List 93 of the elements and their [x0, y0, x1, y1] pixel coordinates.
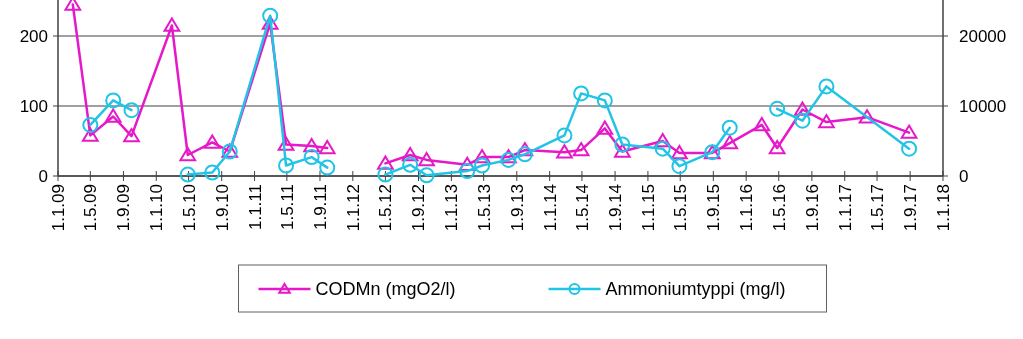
point — [179, 147, 197, 162]
x-tick-label: 1.1.12 — [343, 184, 363, 232]
point — [473, 149, 491, 164]
point — [818, 114, 835, 129]
point — [768, 140, 786, 155]
x-tick-label: 1.9.11 — [310, 184, 330, 231]
legend-label: Ammoniumtyppi (mg/l) — [605, 279, 786, 300]
x-tick-label: 1.5.11 — [277, 184, 297, 231]
point — [123, 128, 140, 143]
point — [500, 149, 517, 164]
point — [753, 116, 771, 132]
y-tick-label: 100 — [19, 96, 48, 116]
point — [556, 127, 573, 144]
point — [377, 155, 394, 170]
point — [319, 159, 336, 176]
x-tick-label: 1.5.10 — [179, 184, 199, 232]
point — [104, 108, 122, 123]
point — [516, 146, 533, 163]
point — [572, 142, 590, 157]
point — [900, 124, 918, 139]
x-tick-label: 1.1.17 — [835, 184, 855, 232]
point — [204, 164, 221, 181]
point — [303, 149, 320, 166]
legend-label: CODMn (mgO2/l) — [315, 279, 456, 300]
point — [203, 134, 221, 149]
point — [418, 151, 435, 167]
x-tick-label: 1.9.14 — [606, 184, 626, 232]
x-tick-label: 1.9.09 — [114, 184, 134, 232]
point — [614, 136, 631, 153]
x-tick-label: 1.9.15 — [704, 184, 724, 232]
point — [613, 143, 631, 158]
point — [459, 163, 476, 180]
x-tick-label: 1.5.12 — [376, 184, 396, 232]
point — [794, 101, 811, 116]
point — [721, 135, 739, 150]
x-tick-label: 1.5.16 — [769, 184, 789, 232]
point — [596, 120, 614, 135]
y2-tick-label: 0 — [959, 166, 969, 186]
x-tick-label: 1.1.11 — [245, 184, 265, 231]
point — [901, 140, 918, 157]
point — [418, 167, 435, 184]
point — [794, 112, 811, 129]
point — [123, 102, 140, 119]
point — [105, 92, 122, 109]
x-tick-label: 1.1.10 — [147, 184, 167, 232]
x-tick-label: 1.5.13 — [474, 184, 494, 232]
point — [163, 17, 181, 32]
y-tick-label: 200 — [19, 26, 48, 46]
x-tick-label: 1.5.15 — [671, 184, 691, 232]
point — [318, 140, 336, 155]
point — [516, 142, 534, 157]
point — [573, 85, 590, 102]
x-tick-label: 1.1.14 — [540, 184, 560, 232]
x-tick-label: 1.9.10 — [212, 184, 232, 232]
point — [474, 157, 491, 174]
point — [654, 133, 672, 148]
point — [458, 156, 476, 172]
point — [818, 78, 835, 95]
point — [377, 166, 394, 183]
x-tick-label: 1.5.09 — [81, 184, 101, 232]
x-tick-label: 1.1.13 — [442, 184, 462, 232]
point — [81, 127, 99, 142]
x-tick-label: 1.1.15 — [638, 184, 658, 232]
point — [556, 144, 573, 159]
x-tick-label: 1.5.17 — [867, 184, 887, 232]
point — [769, 100, 786, 117]
x-tick-label: 1.1.09 — [48, 184, 68, 232]
x-tick-label: 1.9.17 — [901, 184, 921, 232]
point — [596, 92, 613, 109]
y2-tick-label: 10000 — [959, 96, 1007, 116]
point — [277, 136, 295, 151]
point — [858, 109, 876, 124]
x-tick-label: 1.9.12 — [409, 184, 429, 232]
y2-tick-label: 20000 — [959, 26, 1007, 46]
point — [402, 156, 419, 173]
x-tick-label: 1.1.18 — [933, 184, 953, 232]
point — [261, 15, 279, 30]
point — [671, 144, 688, 160]
point — [278, 157, 295, 174]
point — [500, 151, 517, 168]
point — [303, 137, 320, 153]
y-tick-label: 0 — [38, 166, 48, 186]
point — [401, 147, 419, 162]
point — [262, 7, 279, 24]
point — [82, 116, 99, 133]
x-tick-label: 1.5.14 — [572, 184, 592, 232]
x-tick-label: 1.1.16 — [737, 184, 757, 232]
x-tick-label: 1.9.13 — [507, 184, 527, 232]
point — [671, 158, 688, 175]
point — [179, 166, 196, 183]
point — [721, 119, 738, 136]
point — [654, 140, 671, 157]
x-tick-label: 1.9.16 — [802, 184, 822, 232]
